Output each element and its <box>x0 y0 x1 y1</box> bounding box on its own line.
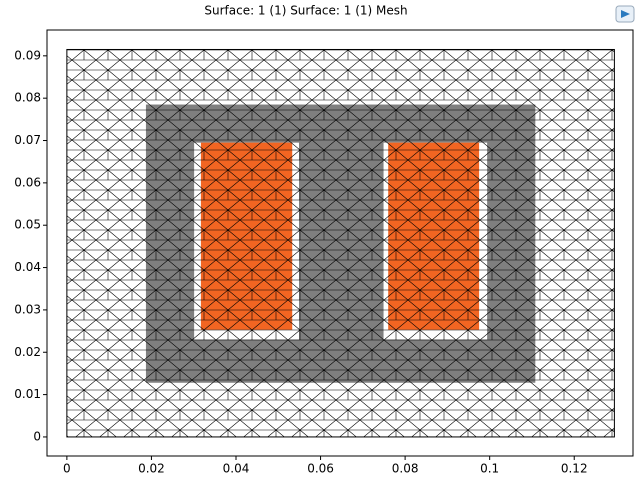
y-tick-label: 0.04 <box>14 260 41 274</box>
y-tick-label: 0.01 <box>14 387 41 401</box>
x-tick-label: 0.04 <box>223 462 250 476</box>
x-tick-label: 0.02 <box>138 462 165 476</box>
y-tick-label: 0.08 <box>14 91 41 105</box>
x-tick-label: 0 <box>63 462 71 476</box>
plot-frame <box>46 29 634 457</box>
y-tick-label: 0.06 <box>14 175 41 189</box>
y-tick-label: 0.09 <box>14 48 41 62</box>
y-tick-label: 0.05 <box>14 218 41 232</box>
y-tick-label: 0.02 <box>14 345 41 359</box>
mesh <box>66 48 615 438</box>
chart-title: Surface: 1 (1) Surface: 1 (1) Mesh <box>204 4 407 18</box>
toolbar-icon[interactable] <box>615 5 635 23</box>
icon-glyph[interactable] <box>621 10 630 18</box>
x-tick-label: 0.12 <box>561 462 588 476</box>
y-tick-label: 0 <box>33 429 41 443</box>
y-tick-label: 0.07 <box>14 133 41 147</box>
x-tick-label: 0.08 <box>392 462 419 476</box>
y-tick-label: 0.03 <box>14 302 41 316</box>
x-tick-label: 0.1 <box>480 462 499 476</box>
x-tick-label: 0.06 <box>307 462 334 476</box>
